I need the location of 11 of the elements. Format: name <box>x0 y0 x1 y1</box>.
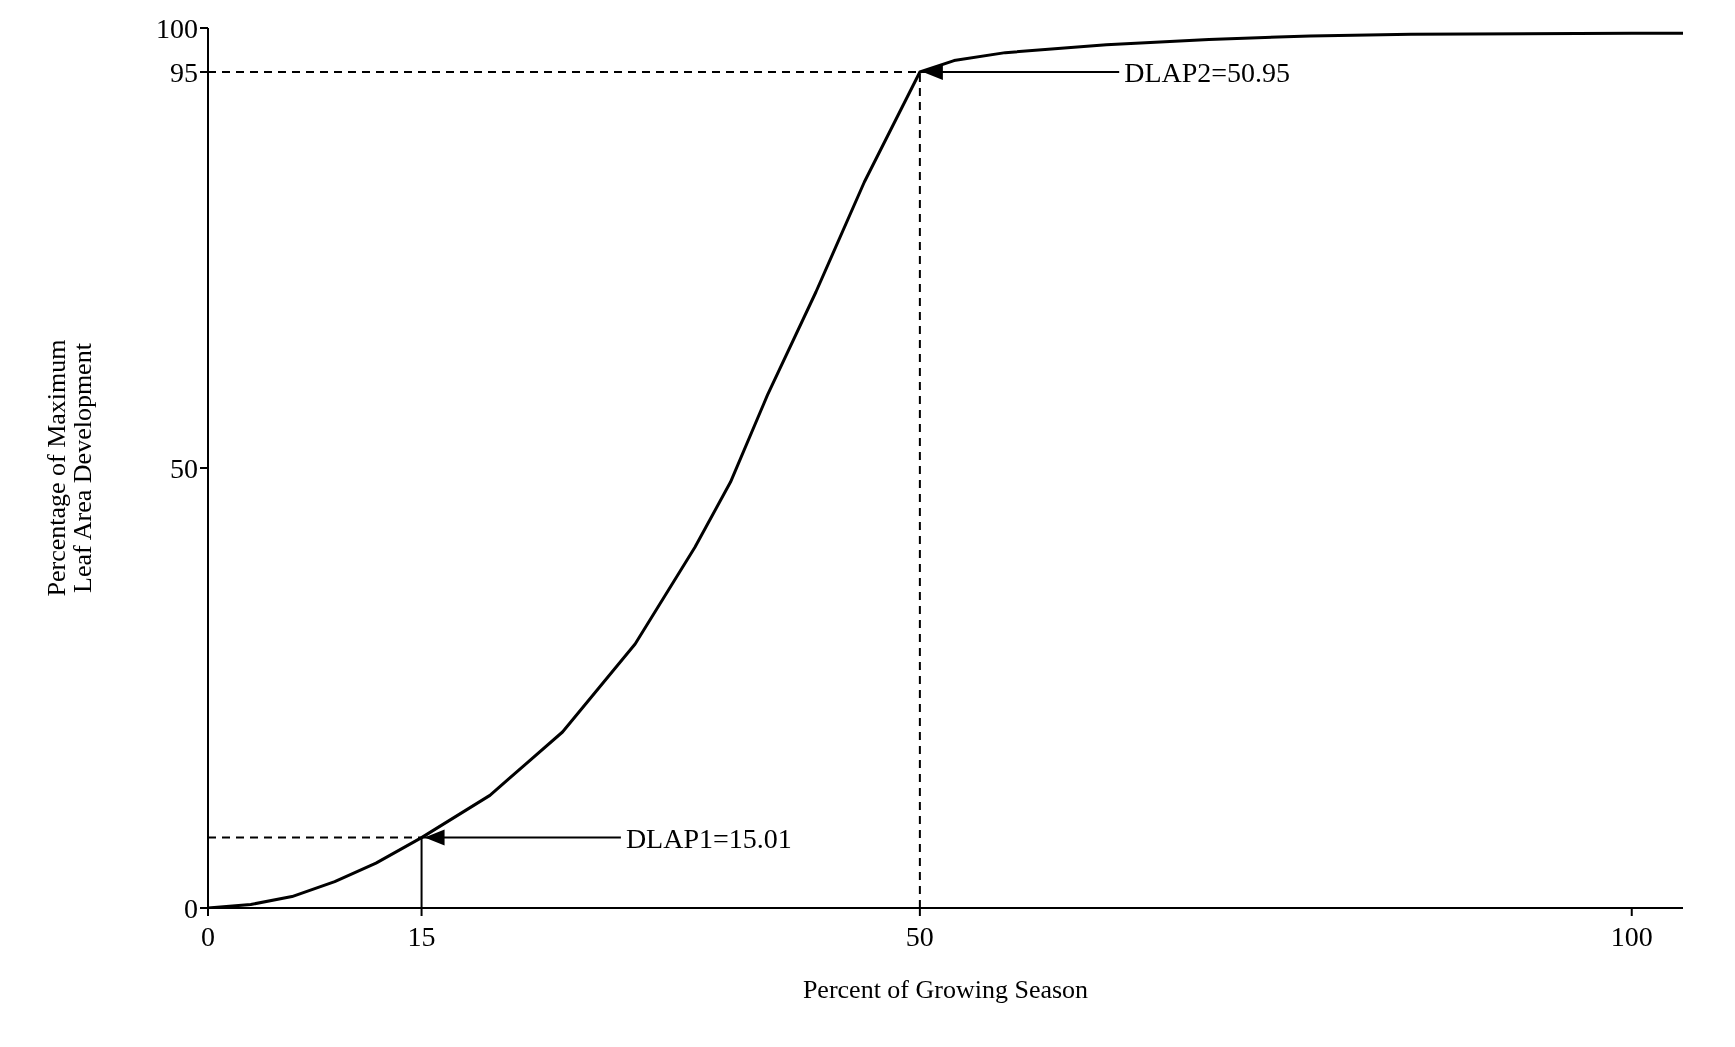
y-tick-label: 100 <box>156 12 198 44</box>
y-tick-label: 0 <box>184 892 198 924</box>
y-tick-label: 50 <box>170 452 198 484</box>
x-tick-label: 15 <box>407 920 436 952</box>
x-axis-title: Percent of Growing Season <box>802 975 1089 1004</box>
x-tick-label: 100 <box>1610 920 1653 952</box>
y-axis-title: Percentage of Maximum Leaf Area Development <box>42 339 97 597</box>
x-tick-label: 50 <box>905 920 934 952</box>
annotation: DLAP2=50.95 <box>1124 56 1291 88</box>
annotation: DLAP1=15.01 <box>625 822 792 854</box>
y-tick-label: 95 <box>170 56 198 88</box>
